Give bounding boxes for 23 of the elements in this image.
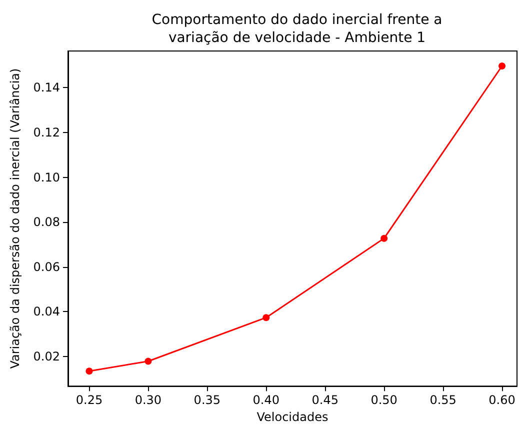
point	[86, 368, 93, 375]
chart-title: Comportamento do dado inercial frente a variação de velocidade - Ambiente 1	[152, 12, 442, 46]
point	[380, 234, 388, 242]
point	[262, 314, 270, 322]
x-tick-label: 0.45	[312, 393, 338, 408]
x-tick-label: 0.35	[194, 393, 221, 408]
y-tick-label: 0.14	[33, 80, 60, 95]
y-tick-label: 0.10	[33, 170, 60, 184]
y-tick-label: 0.02	[33, 349, 60, 364]
x-tick-label: 0.55	[430, 393, 456, 408]
x-axis-title: Velocidades	[256, 410, 328, 424]
y-axis-title: Variação da dispersão do dado inercial (Variância)	[8, 68, 22, 369]
x-tick-label: 0.25	[76, 393, 103, 408]
point	[144, 358, 152, 365]
y-tick-label: 0.04	[33, 304, 60, 319]
x-tick-label: 0.40	[252, 393, 280, 408]
y-tick-label: 0.08	[33, 215, 60, 230]
point	[498, 62, 506, 70]
x-tick-label: 0.30	[134, 393, 162, 408]
y-tick-label: 0.06	[33, 260, 60, 274]
x-tick-label: 0.60	[488, 393, 516, 408]
x-tick-label: 0.50	[370, 393, 398, 408]
y-tick-label: 0.12	[33, 125, 60, 140]
